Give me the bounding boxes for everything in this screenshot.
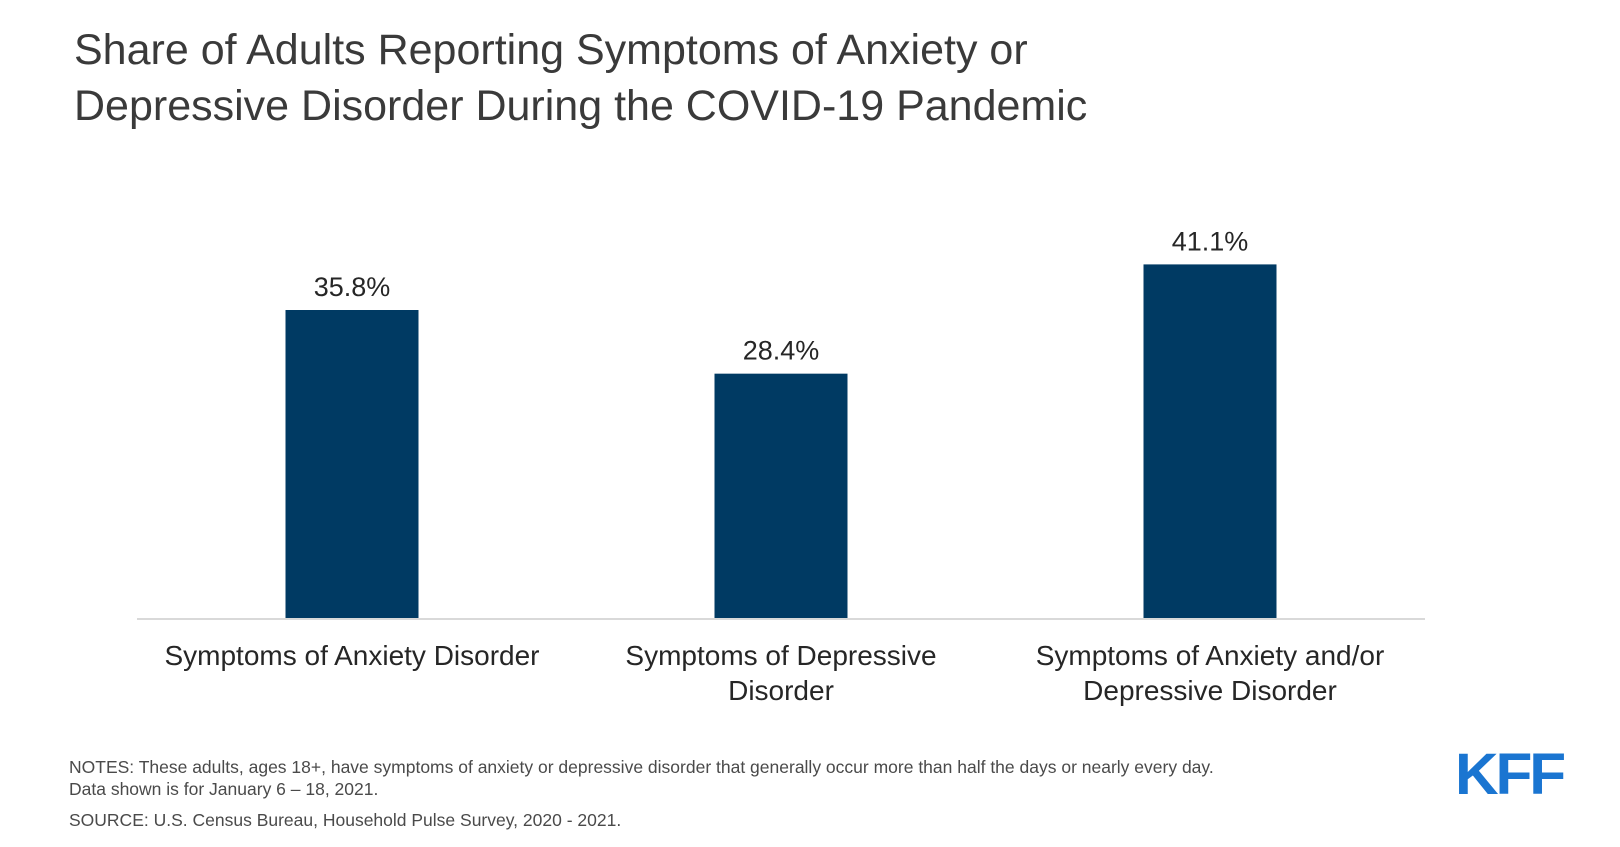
chart-title-line-1: Share of Adults Reporting Symptoms of An… — [74, 26, 1028, 74]
chart-source: SOURCE: U.S. Census Bureau, Household Pu… — [69, 810, 622, 830]
kff-logo: KFF — [1455, 744, 1565, 804]
chart-title: Share of Adults Reporting Symptoms of An… — [74, 22, 1374, 134]
kff-logo-text: KFF — [1455, 744, 1565, 804]
chart-title-line-2: Depressive Disorder During the COVID-19 … — [74, 82, 1088, 130]
data-label-1: 35.8% — [314, 272, 391, 302]
bar-3 — [1143, 264, 1277, 618]
notes-line-2: Data shown is for January 6 – 18, 2021. — [69, 779, 379, 799]
bar-1 — [285, 310, 419, 618]
category-label-2-line-2: Disorder — [728, 675, 834, 706]
data-label-2: 28.4% — [743, 336, 820, 366]
category-label-3-line-1: Symptoms of Anxiety and/or — [1036, 640, 1385, 671]
data-label-3: 41.1% — [1172, 226, 1249, 256]
category-label-1-line-1: Symptoms of Anxiety Disorder — [164, 640, 539, 671]
chart-notes: NOTES: These adults, ages 18+, have symp… — [69, 756, 1409, 800]
bar-chart: 35.8% Symptoms of Anxiety Disorder 28.4% Sy… — [137, 226, 1425, 706]
bar-2 — [714, 373, 848, 618]
category-label-3-line-2: Depressive Disorder — [1083, 675, 1337, 706]
category-label-2-line-1: Symptoms of Depressive — [625, 640, 936, 671]
notes-line-1: NOTES: These adults, ages 18+, have symp… — [69, 757, 1214, 777]
